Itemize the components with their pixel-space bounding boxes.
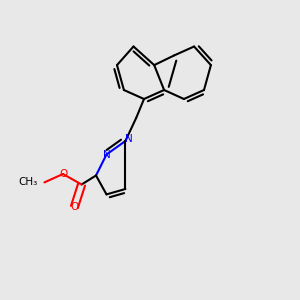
Text: N: N <box>103 149 110 160</box>
Text: CH₃: CH₃ <box>19 177 38 188</box>
Text: N: N <box>125 134 133 145</box>
Text: O: O <box>70 202 79 212</box>
Text: O: O <box>59 169 67 179</box>
